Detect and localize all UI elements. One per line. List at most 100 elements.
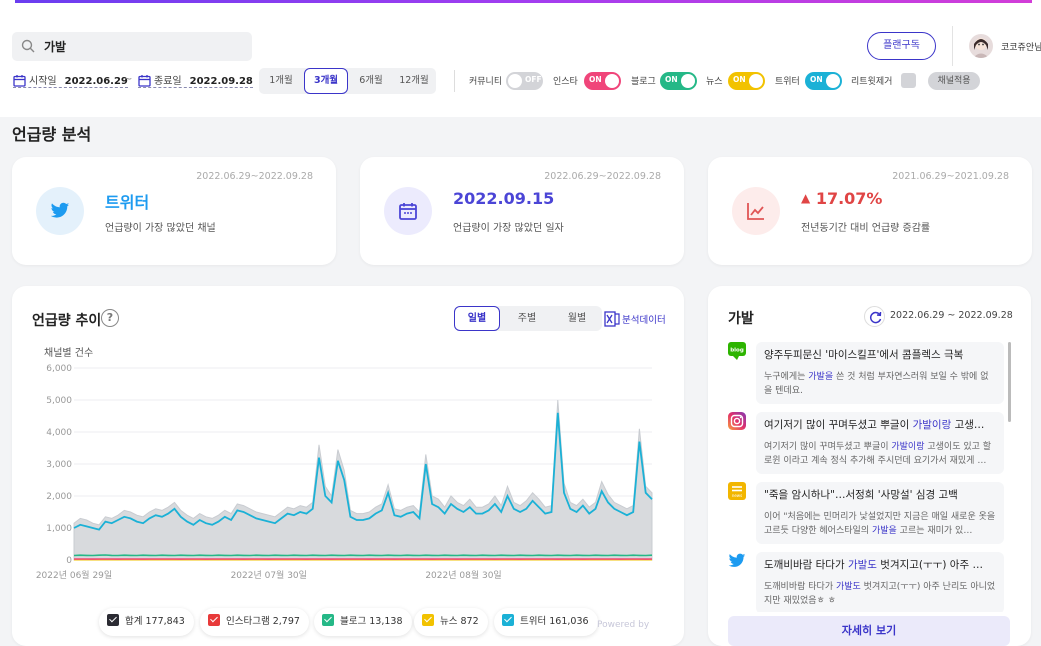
y-tick-label: 0: [66, 556, 72, 566]
checkbox-icon: [502, 614, 514, 626]
stat-date-range: 2021.06.29~2021.09.28: [892, 171, 1009, 182]
stat-caption: 전년동기간 대비 언급량 증감률: [801, 219, 930, 234]
legend-label: 합계: [125, 616, 142, 627]
news-body-text: 여기저기 많이 꾸며두셨고 뿌글이: [764, 442, 891, 452]
date-separator: ~: [124, 74, 132, 85]
calendar-icon: [13, 74, 26, 87]
toggle-knob: [749, 74, 763, 88]
stat-icon-circle: [384, 187, 432, 235]
toggle-state: OFF: [525, 75, 542, 84]
legend-label: 트위터: [520, 616, 546, 627]
powered-by: Powered by: [597, 620, 649, 630]
news-headline: 도깨비바람 타다가 가발도 벗겨지고(ㅜㅜ) 아주 …: [764, 557, 999, 572]
news-headline-text: 벗겨지고(ㅜㅜ) 아주 …: [877, 559, 983, 571]
divider: [952, 26, 953, 66]
toggle-blog[interactable]: ON: [660, 72, 697, 90]
retweet-remove-checkbox[interactable]: [901, 73, 916, 88]
stat-value: 2022.09.15: [453, 189, 554, 208]
period-12-months[interactable]: 12개월: [392, 68, 436, 94]
legend-news[interactable]: 뉴스 872: [414, 608, 488, 636]
stat-value: ▲ 17.07%: [801, 189, 882, 208]
view-more-button[interactable]: 자세히 보기: [728, 616, 1010, 646]
legend-total[interactable]: 합계 177,843: [99, 608, 194, 636]
stat-date-range: 2022.06.29~2022.09.28: [196, 171, 313, 182]
channel-label-instagram: 인스타: [553, 74, 578, 87]
refresh-button[interactable]: [864, 306, 885, 327]
username[interactable]: 코코쥬안님: [1001, 40, 1041, 53]
news-icon: news: [728, 482, 746, 500]
stat-card-top-channel: 2022.06.29~2022.09.28 트위터 언급량이 가장 많았던 채널: [12, 157, 336, 265]
news-item[interactable]: news "죽을 암시하나"…서정희 '사망설' 심경 고백 이어 "처음에는 …: [728, 482, 1010, 544]
channel-label-community: 커뮤니티: [469, 74, 502, 87]
stat-icon-circle: [36, 187, 84, 235]
toggle-news[interactable]: ON: [728, 72, 765, 90]
refresh-icon: [865, 307, 886, 328]
period-6-months[interactable]: 6개월: [351, 68, 391, 94]
news-scrollbar[interactable]: [1008, 342, 1011, 422]
channel-apply-button[interactable]: 채널적용: [928, 72, 980, 90]
stat-card-yoy-change: 2021.06.29~2021.09.28 ▲ 17.07% 전년동기간 대비 …: [708, 157, 1032, 265]
end-date-value: 2022.09.28: [190, 76, 253, 87]
checkbox-icon: [422, 614, 434, 626]
y-tick-label: 5,000: [46, 396, 72, 406]
news-box: 여기저기 많이 꾸며두셨고 뿌글이 가발이랑 고생… 여기저기 많이 꾸며두셨고…: [756, 412, 1004, 474]
news-body: 여기저기 많이 꾸며두셨고 뿌글이 가발이랑 고생이도 있고 할로윈 이라고 계…: [764, 440, 996, 468]
end-date-picker[interactable]: 종료일 2022.09.28: [138, 72, 253, 88]
toggle-instagram[interactable]: ON: [584, 72, 621, 90]
avatar[interactable]: [969, 34, 993, 58]
stat-caption: 언급량이 가장 많았던 채널: [105, 219, 216, 234]
accent-line: [15, 0, 1032, 3]
legend-label: 뉴스: [440, 616, 457, 627]
legend-blog[interactable]: 블로그 13,138: [314, 608, 412, 636]
toggle-knob: [508, 74, 522, 88]
toggle-knob: [826, 74, 840, 88]
search-input[interactable]: 가발: [44, 38, 66, 55]
news-headline-text: 도깨비바람 타다가: [764, 559, 848, 571]
news-body: 도깨비바람 타다가 가발도 벗겨지고(ㅜㅜ) 아주 난리도 아니었지만 재밌었음…: [764, 580, 996, 608]
news-keyword-highlight: 가발을: [872, 526, 897, 536]
period-1-month[interactable]: 1개월: [261, 68, 301, 94]
x-tick-label: 2022년 06월 29일: [36, 569, 112, 581]
toggle-knob: [681, 74, 695, 88]
news-headline-text: 고생…: [951, 419, 984, 431]
news-list: blog 양주두피문신 '마이스킬프'에서 콤플렉스 극복 누구에게는 가발을 …: [728, 342, 1010, 612]
toggle-twitter[interactable]: ON: [805, 72, 842, 90]
toggle-state: ON: [665, 75, 678, 84]
toggle-community[interactable]: OFF: [506, 72, 543, 90]
y-tick-label: 3,000: [46, 460, 72, 470]
blog-badge-text: blog: [730, 348, 744, 354]
y-tick-label: 6,000: [46, 364, 72, 374]
series-area-total: [74, 400, 652, 560]
channel-label-twitter: 트위터: [775, 74, 800, 87]
twitter-icon: [728, 552, 746, 570]
news-date-range: 2022.06.29 ~ 2022.09.28: [890, 310, 1013, 321]
toggle-state: ON: [589, 75, 602, 84]
end-date-label: 종료일: [154, 76, 182, 87]
stat-card-top-date: 2022.06.29~2022.09.28 2022.09.15 언급량이 가장…: [360, 157, 684, 265]
divider: [454, 70, 455, 92]
news-keyword-highlight: 가발이랑: [913, 419, 952, 431]
news-headline: 양주두피문신 '마이스킬프'에서 콤플렉스 극복: [764, 347, 999, 362]
channel-label-blog: 블로그: [631, 74, 656, 87]
news-box: 양주두피문신 '마이스킬프'에서 콤플렉스 극복 누구에게는 가발을 쓴 것 처…: [756, 342, 1004, 404]
stat-caption: 언급량이 가장 많았던 일자: [453, 219, 564, 234]
news-panel: 가발 2022.06.29 ~ 2022.09.28 blog 양주두피문신 '…: [708, 286, 1031, 646]
search-bar[interactable]: 가발: [12, 32, 252, 61]
legend-twitter[interactable]: 트위터 161,036: [494, 608, 598, 636]
news-item[interactable]: 도깨비바람 타다가 가발도 벗겨지고(ㅜㅜ) 아주 … 도깨비바람 타다가 가발…: [728, 552, 1010, 612]
legend-instagram[interactable]: 인스타그램 2,797: [200, 608, 309, 636]
stat-icon-circle: [732, 187, 780, 235]
plan-subscribe-button[interactable]: 플랜구독: [867, 32, 936, 60]
section-title: 언급량 분석: [12, 121, 91, 145]
news-keyword-highlight: 가발을: [808, 372, 833, 382]
news-item[interactable]: blog 양주두피문신 '마이스킬프'에서 콤플렉스 극복 누구에게는 가발을 …: [728, 342, 1010, 404]
calendar-icon: [138, 74, 151, 87]
period-3-months[interactable]: 3개월: [304, 68, 348, 94]
period-selector: 1개월 3개월 6개월 12개월: [259, 68, 436, 94]
x-tick-label: 2022년 07월 30일: [231, 569, 307, 581]
news-body-text: 누구에게는: [764, 372, 808, 382]
news-item[interactable]: 여기저기 많이 꾸며두셨고 뿌글이 가발이랑 고생… 여기저기 많이 꾸며두셨고…: [728, 412, 1010, 474]
